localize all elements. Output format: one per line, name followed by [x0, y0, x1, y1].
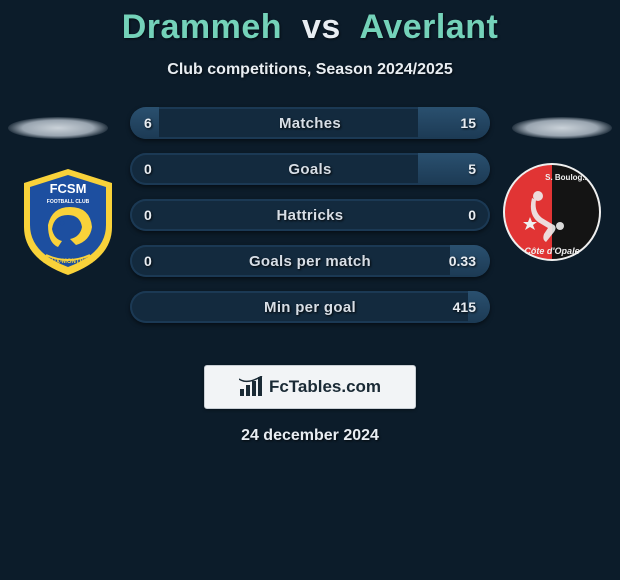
stat-row: 00.33Goals per match — [130, 245, 490, 277]
club-crest-left: FCSM FOOTBALL CLUB SOCHAUX-MONTBÉLIARD — [18, 167, 118, 277]
stat-row: 615Matches — [130, 107, 490, 139]
crest-shadow-right — [512, 117, 612, 139]
stat-row: 00Hattricks — [130, 199, 490, 231]
player2-name: Averlant — [360, 8, 499, 46]
brand-text: FcTables.com — [269, 377, 381, 397]
boulogne-crest-icon: S. Boulog.. Côte d'Opale — [502, 157, 602, 267]
club-crest-right: S. Boulog.. Côte d'Opale — [502, 157, 602, 267]
svg-text:FOOTBALL CLUB: FOOTBALL CLUB — [47, 199, 90, 205]
stat-row: 415Min per goal — [130, 291, 490, 323]
svg-text:S. Boulog..: S. Boulog.. — [545, 173, 587, 182]
stat-label: Min per goal — [130, 291, 490, 323]
sochaux-crest-icon: FCSM FOOTBALL CLUB SOCHAUX-MONTBÉLIARD — [18, 167, 118, 277]
vs-label: vs — [302, 8, 341, 46]
brand-box: FcTables.com — [204, 365, 416, 409]
page-title: Drammeh vs Averlant — [0, 0, 620, 47]
stat-bars: 615Matches 05Goals 00Hattricks 00.33Goals p… — [130, 107, 490, 323]
stat-label: Matches — [130, 107, 490, 139]
svg-text:FCSM: FCSM — [50, 181, 87, 196]
stat-row: 05Goals — [130, 153, 490, 185]
svg-text:Côte d'Opale: Côte d'Opale — [524, 246, 579, 256]
subtitle: Club competitions, Season 2024/2025 — [0, 61, 620, 79]
crest-shadow-left — [8, 117, 108, 139]
stat-label: Goals per match — [130, 245, 490, 277]
date-label: 24 december 2024 — [0, 427, 620, 445]
stat-label: Hattricks — [130, 199, 490, 231]
comparison-stage: FCSM FOOTBALL CLUB SOCHAUX-MONTBÉLIARD — [0, 107, 620, 347]
svg-text:SOCHAUX-MONTBÉLIARD: SOCHAUX-MONTBÉLIARD — [30, 257, 107, 265]
bar-chart-icon — [239, 376, 263, 398]
stat-label: Goals — [130, 153, 490, 185]
player1-name: Drammeh — [122, 8, 282, 46]
comparison-card: Drammeh vs Averlant Club competitions, S… — [0, 0, 620, 580]
